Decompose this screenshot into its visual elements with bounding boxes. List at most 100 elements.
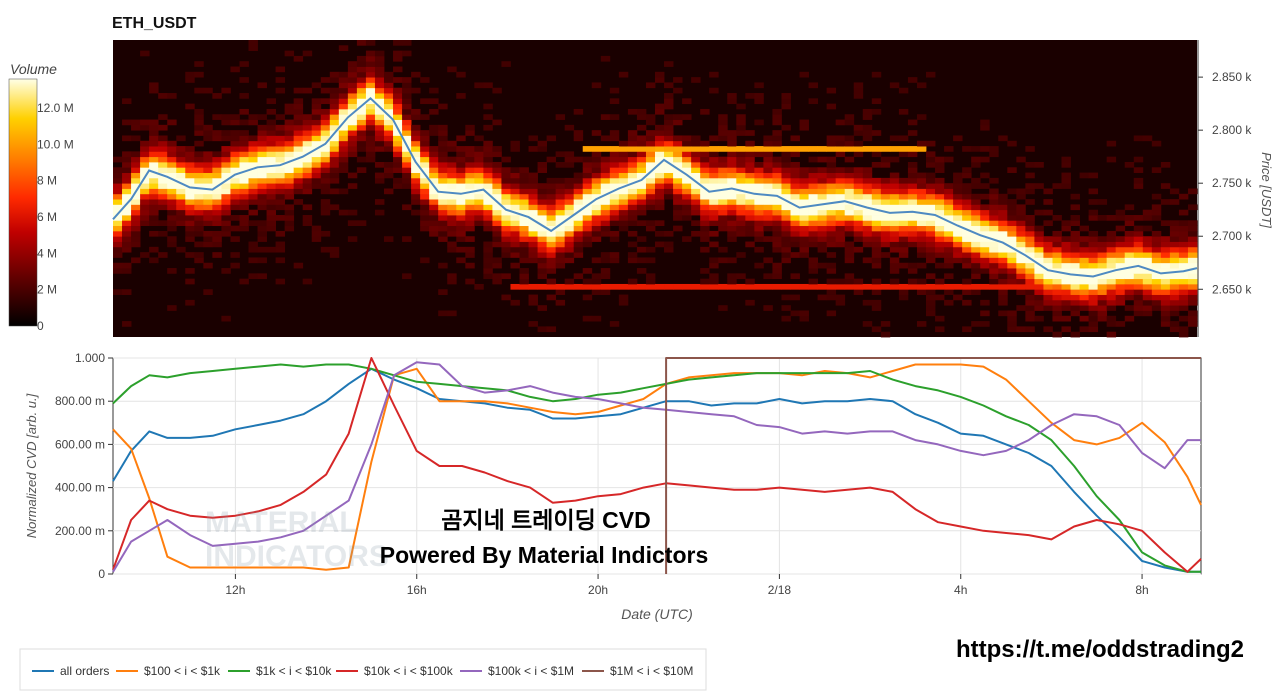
heatmap-cell bbox=[393, 119, 403, 126]
heatmap-cell bbox=[519, 183, 529, 189]
heatmap-cell bbox=[239, 151, 249, 158]
heatmap-cell bbox=[926, 183, 936, 189]
heatmap-cell bbox=[492, 278, 502, 285]
heatmap-cell bbox=[293, 98, 304, 105]
heatmap-cell bbox=[140, 204, 150, 211]
heatmap-cell bbox=[763, 161, 773, 168]
heatmap-cell bbox=[1178, 252, 1189, 258]
heatmap-cell bbox=[980, 283, 990, 290]
heatmap-cell bbox=[853, 215, 864, 221]
heatmap-cell bbox=[429, 220, 439, 227]
heatmap-cell bbox=[745, 172, 755, 179]
heatmap-cell bbox=[926, 236, 936, 242]
heatmap-cell bbox=[1007, 204, 1017, 211]
heatmap-cell bbox=[528, 236, 538, 242]
heatmap-cell bbox=[447, 209, 457, 216]
heatmap-cell bbox=[1124, 230, 1135, 237]
telegram-link[interactable]: https://t.me/oddstrading2 bbox=[956, 636, 1244, 663]
heatmap-cell bbox=[528, 225, 538, 232]
heatmap-cell bbox=[844, 204, 855, 211]
heatmap-cell bbox=[727, 140, 737, 147]
heatmap-cell bbox=[537, 183, 547, 189]
heatmap-cell bbox=[167, 193, 177, 200]
heatmap-cell bbox=[971, 289, 981, 295]
heatmap-cell bbox=[962, 220, 972, 227]
heatmap-cell bbox=[709, 257, 719, 264]
heatmap-cell bbox=[898, 177, 909, 184]
heatmap-cell bbox=[862, 177, 873, 184]
heatmap-cell bbox=[239, 167, 249, 173]
heatmap-cell bbox=[935, 236, 945, 242]
heatmap-cell bbox=[1034, 225, 1044, 232]
heatmap-cell bbox=[230, 130, 240, 136]
heatmap-cell bbox=[871, 183, 882, 189]
heatmap-cell bbox=[492, 87, 502, 94]
heatmap-cell bbox=[745, 283, 755, 290]
heatmap-cell bbox=[1187, 241, 1198, 248]
heatmap-cell bbox=[158, 151, 168, 158]
heatmap-cell bbox=[799, 119, 809, 126]
heatmap-cell bbox=[682, 209, 692, 216]
heatmap-cell bbox=[456, 177, 466, 184]
heatmap-cell bbox=[113, 220, 123, 227]
heatmap-cell bbox=[835, 294, 846, 301]
heatmap-cell bbox=[582, 183, 593, 189]
heatmap-cell bbox=[1034, 262, 1044, 269]
heatmap-cell bbox=[907, 204, 918, 211]
heatmap-cell bbox=[149, 140, 159, 147]
heatmap-cell bbox=[853, 204, 864, 211]
heatmap-cell bbox=[1160, 257, 1171, 264]
heatmap-cell bbox=[203, 204, 213, 211]
heatmap-cell bbox=[492, 204, 502, 211]
heatmap-cell bbox=[420, 188, 430, 195]
heatmap-cell bbox=[645, 82, 656, 89]
heatmap-cell bbox=[763, 193, 773, 200]
heatmap-cell bbox=[718, 183, 728, 189]
heatmap-cell bbox=[600, 167, 611, 173]
heatmap-cell bbox=[320, 188, 331, 195]
heatmap-cell bbox=[347, 77, 358, 83]
heatmap-cell bbox=[1142, 299, 1153, 306]
heatmap-cell bbox=[898, 204, 909, 211]
heatmap-cell bbox=[456, 199, 466, 205]
heatmap-cell bbox=[926, 230, 936, 237]
heatmap-cell bbox=[700, 215, 710, 221]
heatmap-cell bbox=[275, 193, 286, 200]
heatmap-cell bbox=[645, 167, 656, 173]
heatmap-cell bbox=[754, 151, 764, 158]
heatmap-cell bbox=[709, 215, 719, 221]
heatmap-cell bbox=[1169, 283, 1180, 290]
heatmap-cell bbox=[736, 283, 746, 290]
heatmap-cell bbox=[600, 156, 611, 163]
heatmap-cell bbox=[465, 172, 475, 179]
heatmap-cell bbox=[844, 273, 855, 280]
heatmap-cell bbox=[880, 283, 891, 290]
heatmap-cell bbox=[537, 283, 547, 290]
heatmap-cell bbox=[926, 252, 936, 258]
heatmap-cell bbox=[411, 87, 421, 94]
heatmap-cell bbox=[826, 225, 837, 232]
heatmap-cell bbox=[1106, 278, 1117, 285]
heatmap-cell bbox=[402, 161, 412, 168]
heatmap-cell bbox=[411, 140, 421, 147]
heatmap-cell bbox=[402, 124, 412, 131]
heatmap-cell bbox=[636, 146, 647, 152]
heatmap-cell bbox=[338, 135, 349, 142]
heatmap-cell bbox=[510, 199, 520, 205]
heatmap-cell bbox=[122, 268, 132, 274]
heatmap-cell bbox=[636, 156, 647, 163]
heatmap-cell bbox=[880, 225, 891, 232]
heatmap-cell bbox=[293, 183, 304, 189]
heatmap-cell bbox=[149, 257, 159, 264]
heatmap-cell bbox=[519, 172, 529, 179]
heatmap-cell bbox=[149, 199, 159, 205]
heatmap-cell bbox=[835, 236, 846, 242]
heatmap-cell bbox=[673, 146, 683, 152]
heatmap-cell bbox=[935, 156, 945, 163]
heatmap-cell bbox=[293, 124, 304, 131]
heatmap-cell bbox=[384, 135, 394, 142]
heatmap-cell bbox=[655, 71, 665, 78]
heatmap-cell bbox=[564, 193, 575, 200]
heatmap-cell bbox=[1151, 246, 1162, 253]
heatmap-cell bbox=[203, 87, 213, 94]
